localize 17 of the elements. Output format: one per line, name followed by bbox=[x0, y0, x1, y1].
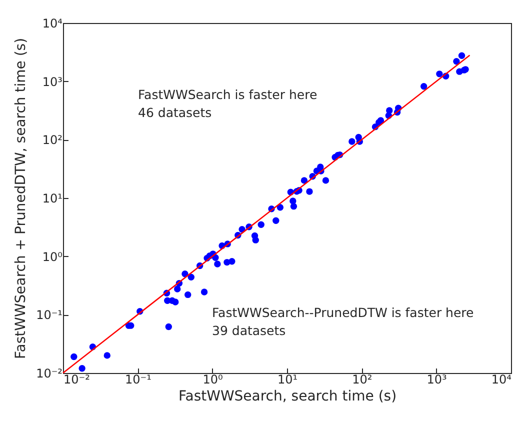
x-tick-label: 10³ bbox=[426, 372, 448, 386]
y-axis-title: FastWWSearch + PrunedDTW, search time (s) bbox=[13, 38, 30, 360]
y-tick-label: 10⁴ bbox=[42, 16, 63, 30]
y-tick-label: 10⁰ bbox=[42, 250, 63, 264]
x-tick-label: 10⁴ bbox=[491, 372, 512, 386]
y-tick-label: 10⁻¹ bbox=[36, 308, 63, 322]
x-tick-label: 10¹ bbox=[277, 372, 298, 386]
y-tick-label: 10² bbox=[42, 133, 63, 148]
y-tick-label: 10³ bbox=[42, 74, 63, 89]
y-tick-label: 10¹ bbox=[42, 192, 63, 206]
x-tick-label: 10⁻² bbox=[64, 372, 90, 386]
x-tick-label: 10⁻¹ bbox=[124, 372, 152, 386]
annotation: FastWWSearch is faster here 46 datasets bbox=[138, 87, 318, 120]
x-axis-title: FastWWSearch, search time (s) bbox=[178, 388, 397, 404]
annotation: FastWWSearch--PrunedDTW is faster here 39 datasets bbox=[212, 305, 474, 338]
x-tick-label: 10² bbox=[352, 372, 372, 386]
x-tick-label: 10⁰ bbox=[202, 372, 224, 386]
